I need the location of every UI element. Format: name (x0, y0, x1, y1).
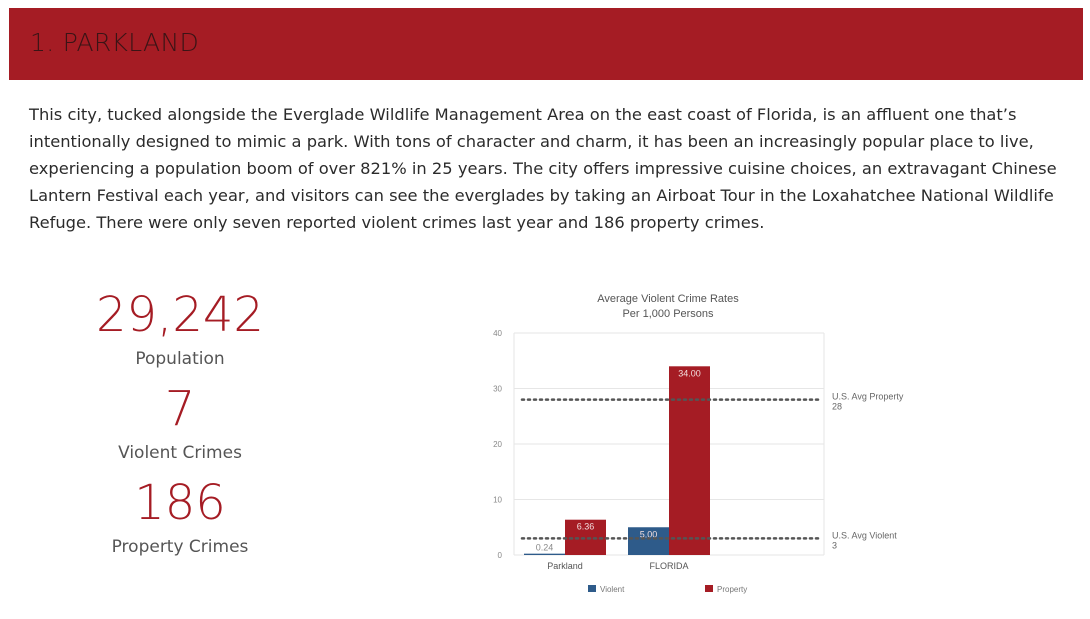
bar-value-label: 5.00 (640, 529, 658, 539)
reference-line-name: U.S. Avg Violent (832, 530, 897, 540)
x-tick-label: Parkland (547, 561, 583, 571)
property-crimes-label: Property Crimes (111, 537, 249, 557)
y-tick-label: 0 (498, 551, 503, 560)
legend-label-violent: Violent (600, 585, 625, 594)
population-value: 29,242 (96, 287, 264, 343)
section-title: 1. PARKLAND (30, 28, 199, 57)
bar-violent-parkland (524, 553, 565, 555)
legend-swatch-property (705, 585, 713, 592)
violent-crimes-label: Violent Crimes (118, 443, 242, 463)
bar-violent-florida (628, 527, 669, 555)
bar-value-label: 6.36 (577, 522, 595, 532)
section-header: 1. PARKLAND (9, 8, 1083, 80)
chart-title: Average Violent Crime Rates (597, 293, 739, 305)
y-tick-label: 10 (493, 496, 502, 505)
legend-label-property: Property (717, 585, 747, 594)
reference-line-value: 28 (832, 402, 842, 412)
y-tick-label: 30 (493, 385, 502, 394)
bar-value-label: 34.00 (678, 368, 701, 378)
city-description: This city, tucked alongside the Everglad… (29, 105, 1057, 232)
bar-value-label: 0.24 (536, 543, 554, 553)
y-tick-label: 40 (493, 329, 502, 338)
chart-subtitle: Per 1,000 Persons (622, 308, 714, 320)
x-tick-label: FLORIDA (649, 561, 688, 571)
property-crimes-value: 186 (134, 475, 226, 531)
legend-swatch-violent (588, 585, 596, 592)
y-tick-label: 20 (493, 440, 502, 449)
reference-line-value: 3 (832, 540, 837, 550)
bar-property-florida (669, 366, 710, 555)
reference-line-name: U.S. Avg Property (832, 392, 904, 402)
population-label: Population (135, 349, 225, 369)
violent-crimes-value: 7 (164, 381, 196, 437)
